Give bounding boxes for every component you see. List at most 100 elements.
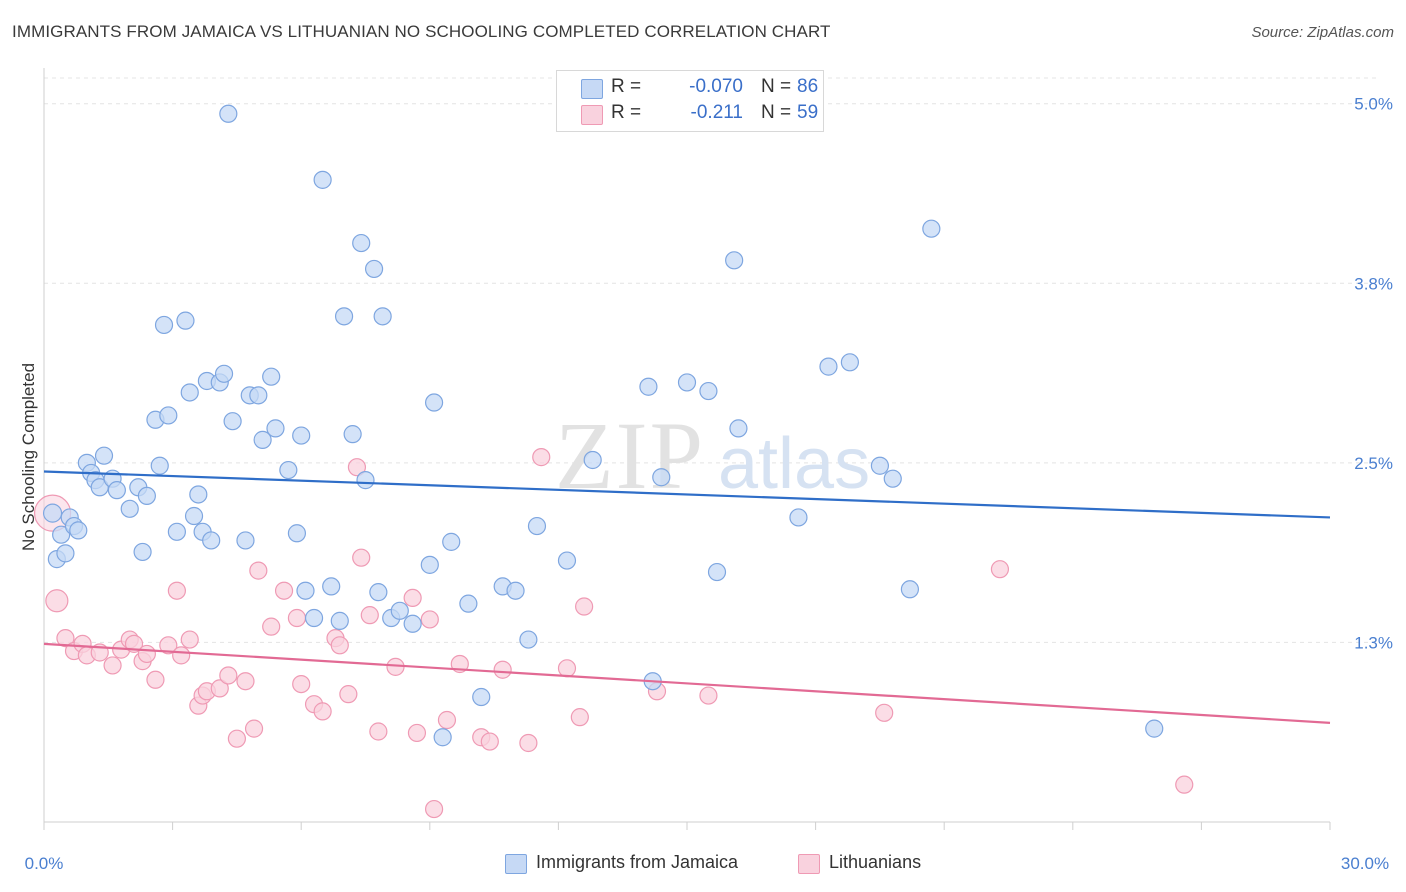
jamaica-point — [519, 630, 538, 649]
jamaica-point — [253, 430, 272, 449]
jamaica-point — [652, 468, 671, 487]
legend-n-value: 59 — [797, 102, 819, 123]
jamaica-point — [699, 381, 718, 401]
lithuanian-point — [339, 685, 358, 704]
jamaica-point — [159, 406, 178, 425]
jamaica-point — [677, 373, 697, 392]
axes — [43, 68, 1331, 830]
lithuanian-point — [407, 723, 427, 743]
source-label: Source: ZipAtlas.com — [1251, 24, 1394, 41]
lithuanian-point — [519, 733, 538, 753]
jamaica-point — [639, 377, 658, 396]
jamaica-point — [819, 357, 838, 376]
jamaica-point — [729, 419, 748, 438]
lithuanian-point — [287, 608, 307, 628]
jamaica-point — [154, 315, 174, 335]
jamaica-point — [313, 170, 332, 189]
y-tick-label: 2.5% — [1354, 454, 1393, 473]
y-tick-labels: 1.3% 2.5% 3.8% 5.0% — [1354, 95, 1393, 653]
jamaica-point — [249, 386, 268, 405]
jamaica-point — [789, 508, 808, 527]
chart-title: IMMIGRANTS FROM JAMAICA VS LITHUANIAN NO… — [12, 22, 831, 41]
y-axis-title: No Schooling Completed — [19, 363, 38, 551]
jamaica-point — [433, 728, 452, 747]
series-legend: Immigrants from Jamaica Lithuanians — [0, 852, 1406, 878]
jamaica-point — [424, 393, 444, 412]
jamaica-point — [472, 687, 491, 707]
jamaica-point — [322, 577, 341, 596]
lithuanian-point — [56, 629, 75, 648]
legend-n-label: N = — [761, 76, 792, 97]
x-tick-label: 30.0% — [1341, 854, 1389, 873]
x-tick-labels: 0.0% 30.0% — [25, 854, 1389, 873]
lithuanian-point — [244, 719, 264, 738]
jamaica-point — [279, 460, 298, 480]
lithuanian-point — [437, 710, 457, 730]
jamaica-point — [369, 583, 388, 602]
lithuanian-point — [172, 646, 191, 665]
jamaica-point — [364, 259, 384, 279]
lithuanian-point — [219, 666, 238, 685]
y-tick-label: 5.0% — [1354, 95, 1393, 114]
jamaica-point — [343, 425, 362, 444]
jamaica-point — [883, 469, 902, 488]
jamaica-point — [287, 524, 307, 543]
jamaica-point — [42, 503, 63, 523]
jamaica-point — [214, 364, 234, 383]
lithuanian-point — [990, 560, 1010, 579]
jamaica-point — [356, 471, 375, 490]
lithuanian-point — [1175, 775, 1194, 794]
jamaica-point — [390, 601, 409, 620]
lithuanian-trend-line — [43, 642, 1331, 724]
jamaica-point — [184, 506, 204, 526]
legend-n-label: N = — [761, 102, 792, 123]
lithuanian-point — [347, 458, 367, 477]
jamaica-trend-line — [43, 470, 1331, 519]
jamaica-point — [120, 499, 139, 518]
jamaica-point — [133, 542, 152, 562]
jamaica-point — [725, 251, 744, 270]
jamaica-point — [236, 531, 255, 550]
jamaica-point — [900, 580, 920, 599]
series-label-jamaica: Immigrants from Jamaica — [536, 852, 739, 872]
jamaica-point — [266, 419, 285, 438]
jamaica-point — [420, 555, 439, 574]
jamaica-point — [442, 532, 461, 551]
jamaica-point — [223, 412, 242, 431]
lithuanian-point — [352, 548, 371, 567]
lithuanian-point — [236, 672, 255, 691]
lithuanian-point — [575, 597, 594, 616]
lithuanian-point — [360, 606, 379, 625]
jamaica-point — [262, 367, 281, 386]
lithuanian-point — [369, 722, 388, 741]
jamaica-point — [189, 485, 208, 504]
jamaica-point — [292, 426, 311, 445]
series-label-lithuanians: Lithuanians — [829, 852, 922, 872]
lithuanian-point — [159, 636, 178, 655]
series-swatch-jamaica — [505, 854, 527, 874]
lithuanian-point — [167, 581, 186, 600]
watermark: ZIP atlas — [555, 402, 870, 509]
legend-r-value: -0.211 — [690, 102, 743, 123]
jamaica-point — [870, 456, 890, 475]
x-tick-label: 0.0% — [25, 854, 64, 873]
jamaica-point — [150, 456, 169, 475]
jamaica-point — [352, 233, 371, 253]
jamaica-point — [180, 383, 199, 402]
legend-swatch-lithuanians — [581, 105, 603, 125]
legend-swatch-jamaica — [581, 79, 603, 99]
lithuanian-point — [403, 588, 422, 608]
jamaica-point — [527, 516, 547, 536]
jamaica-point — [330, 611, 349, 630]
data-points — [33, 104, 1194, 819]
correlation-legend: R = -0.070 N = 86 R = -0.211 N = 59 — [556, 70, 824, 132]
jamaica-point — [1145, 719, 1164, 738]
legend-r-label: R = — [611, 76, 642, 97]
lithuanian-point — [313, 702, 332, 721]
jamaica-point — [90, 478, 109, 497]
legend-r-label: R = — [611, 102, 642, 123]
jamaica-point — [219, 104, 238, 123]
lithuanian-point — [330, 636, 349, 655]
jamaica-point — [506, 581, 525, 600]
